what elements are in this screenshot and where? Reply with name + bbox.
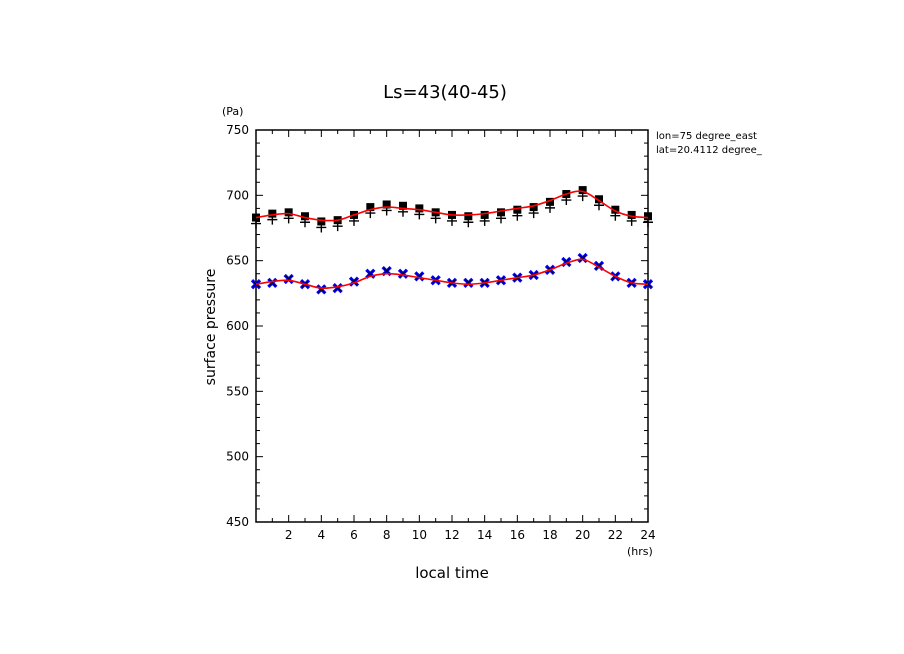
data-point-square <box>480 210 489 219</box>
x-tick-label: 6 <box>350 528 358 542</box>
data-point-square <box>595 195 603 204</box>
data-point-square <box>464 212 473 221</box>
data-point-plus <box>283 213 294 224</box>
x-tick-label: 10 <box>412 528 427 542</box>
data-point-square <box>252 213 260 222</box>
y-tick-label: 700 <box>226 188 249 202</box>
y-tick-label: 750 <box>226 123 249 137</box>
data-point-square <box>546 197 554 206</box>
data-point-square <box>301 212 309 221</box>
data-point-plus <box>430 213 441 224</box>
chart-title: Ls=43(40-45) <box>383 82 507 103</box>
data-point-square <box>382 200 391 209</box>
x-tick-label: 8 <box>383 528 391 542</box>
x-tick-label: 2 <box>285 528 293 542</box>
x-tick-label: 22 <box>608 528 623 542</box>
data-point-square <box>513 205 522 214</box>
data-point-square <box>529 203 538 212</box>
x-tick-label: 20 <box>575 528 590 542</box>
data-point-square <box>611 205 620 214</box>
data-point-plus <box>300 217 310 228</box>
plot-frame <box>255 129 649 523</box>
x-tick-label: 14 <box>477 528 492 542</box>
data-point-plus <box>414 209 425 220</box>
data-point-square <box>317 217 326 226</box>
data-point-plus <box>626 215 637 226</box>
y-unit-label: (Pa) <box>222 105 243 118</box>
x-tick-label: 12 <box>444 528 459 542</box>
data-point-plus <box>594 200 604 211</box>
data-point-cross-inner <box>252 280 260 288</box>
data-point-plus <box>512 210 523 221</box>
data-point-square <box>627 210 636 219</box>
data-point-plus <box>610 210 621 221</box>
data-point-square <box>497 208 505 217</box>
data-point-plus <box>267 214 278 225</box>
data-point-plus <box>577 191 588 202</box>
data-point-plus <box>528 208 539 219</box>
y-tick-label: 650 <box>226 254 249 268</box>
data-point-square <box>366 203 375 212</box>
data-point-plus <box>643 217 653 228</box>
x-tick-label: 4 <box>318 528 326 542</box>
fit-line-2 <box>255 258 649 290</box>
y-axis-label: surface pressure <box>203 269 219 386</box>
data-point-plus <box>251 218 261 229</box>
y-tick-label: 600 <box>226 319 249 333</box>
x-tick-label: 16 <box>510 528 525 542</box>
x-tick-label: 24 <box>640 528 655 542</box>
y-tick-label: 450 <box>226 515 249 529</box>
x-unit-label: (hrs) <box>627 545 653 558</box>
data-point-square <box>399 201 407 210</box>
data-point-plus <box>561 195 572 206</box>
data-point-cross-inner <box>644 280 652 288</box>
x-tick-label: 18 <box>542 528 557 542</box>
data-point-plus <box>349 215 359 226</box>
y-tick-label: 550 <box>226 384 249 398</box>
data-point-square <box>578 186 587 195</box>
fit-line-1 <box>255 190 649 222</box>
data-point-square <box>644 212 652 221</box>
data-point-plus <box>479 215 490 226</box>
data-point-square <box>415 204 424 213</box>
x-axis-label: local time <box>415 564 489 582</box>
data-point-plus <box>316 222 327 233</box>
data-point-plus <box>463 217 474 228</box>
annotation-lat: lat=20.4112 degree_ <box>656 145 763 156</box>
data-point-plus <box>447 215 457 226</box>
data-point-plus <box>545 202 555 213</box>
data-point-plus <box>332 221 343 232</box>
data-point-square <box>268 209 277 218</box>
y-tick-label: 500 <box>226 450 249 464</box>
data-point-square <box>284 208 293 217</box>
annotation-lon: lon=75 degree_east <box>656 131 757 142</box>
data-point-plus <box>496 213 506 224</box>
